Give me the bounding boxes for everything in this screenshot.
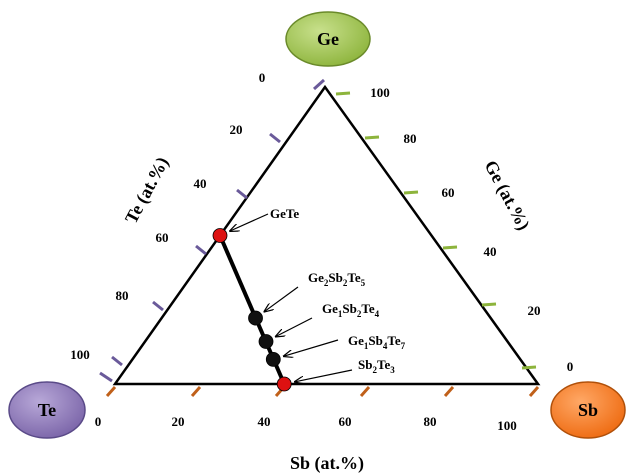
compound-label-ge2sb2te5: Ge2Sb2Te5 (308, 270, 366, 288)
te-tick (236, 188, 248, 200)
arrow-to-ge1sb4te7 (284, 339, 339, 356)
sb-tick-label: 80 (424, 414, 437, 429)
axis-ticks (99, 78, 540, 397)
sb-tick-label: 0 (95, 414, 102, 429)
te-tick-label: 60 (156, 230, 169, 245)
te-tick-label: 100 (70, 347, 90, 362)
compound-marker-ge1sb4te7 (265, 351, 281, 367)
te-axis-title: Te (at.%) (121, 154, 173, 228)
te-tick-label: 80 (116, 288, 129, 303)
compound-label-ge1sb4te7: Ge1Sb4Te7 (348, 333, 406, 351)
sb-tick-label: 40 (258, 414, 271, 429)
ge-tick-label: 40 (484, 244, 497, 259)
te-tick (195, 244, 207, 256)
sb-tick (528, 386, 540, 397)
sb-tick (359, 386, 371, 397)
vertex-te-badge: Te (8, 381, 86, 439)
te-tick-label: 20 (230, 122, 243, 137)
sb-tick-label: 20 (172, 414, 185, 429)
compound-arrows (230, 213, 353, 382)
compound-markers (212, 228, 292, 392)
arrow-to-ge2sb2te5 (264, 286, 299, 312)
ge-tick (442, 245, 458, 250)
ge-tick (481, 302, 497, 307)
sb-tick-label: 60 (339, 414, 352, 429)
vertex-sb-badge: Sb (550, 381, 626, 439)
compound-marker-sb2te3 (276, 376, 292, 392)
compound-labels: GeTe Ge2Sb2Te5 Ge1Sb2Te4 Ge1Sb4Te7 Sb2Te… (270, 206, 406, 375)
te-tick-label: 40 (194, 176, 207, 191)
vertex-sb-label: Sb (578, 400, 598, 420)
ge-tick (364, 135, 380, 140)
arrow-to-gete (230, 213, 269, 231)
compound-label-sb2te3: Sb2Te3 (358, 357, 395, 375)
ge-tick-label: 100 (370, 85, 390, 100)
ge-tick-label: 80 (404, 131, 417, 146)
arrow-to-ge1sb2te4 (276, 317, 313, 337)
vertex-ge-badge: Ge (285, 11, 371, 67)
vertex-ge-label: Ge (317, 29, 339, 49)
ge-tick (335, 91, 351, 96)
ge-tick-label: 20 (528, 303, 541, 318)
vertex-te-label: Te (38, 400, 56, 420)
sb-tick-label: 100 (497, 418, 517, 433)
ge-tick (521, 365, 537, 370)
compound-label-gete: GeTe (270, 206, 299, 221)
sb-tick (443, 386, 455, 397)
ge-tick-label: 0 (567, 359, 574, 374)
sb-tick (105, 386, 117, 397)
te-tick (152, 300, 164, 312)
te-tick (99, 371, 113, 383)
compound-marker-gete (212, 228, 228, 243)
sb-axis-title: Sb (at.%) (290, 453, 364, 473)
ternary-triangle (112, 84, 541, 386)
compound-marker-ge2sb2te5 (248, 310, 263, 326)
compound-label-ge1sb2te4: Ge1Sb2Te4 (322, 301, 380, 319)
te-tick (312, 78, 326, 91)
sb-tick (190, 386, 202, 397)
ge-tick (403, 190, 419, 195)
te-tick-label: 0 (259, 70, 266, 85)
axis-tick-labels: 0 20 40 60 80 100 100 80 60 40 20 0 0 20 40 60 80 100 (70, 70, 573, 433)
ge-tick-label: 60 (442, 185, 455, 200)
te-tick (111, 355, 123, 367)
compound-marker-ge1sb2te4 (258, 334, 274, 349)
te-tick (269, 132, 281, 144)
ge-axis-title: Ge (at.%) (480, 157, 534, 234)
arrow-to-sb2te3 (295, 369, 353, 382)
